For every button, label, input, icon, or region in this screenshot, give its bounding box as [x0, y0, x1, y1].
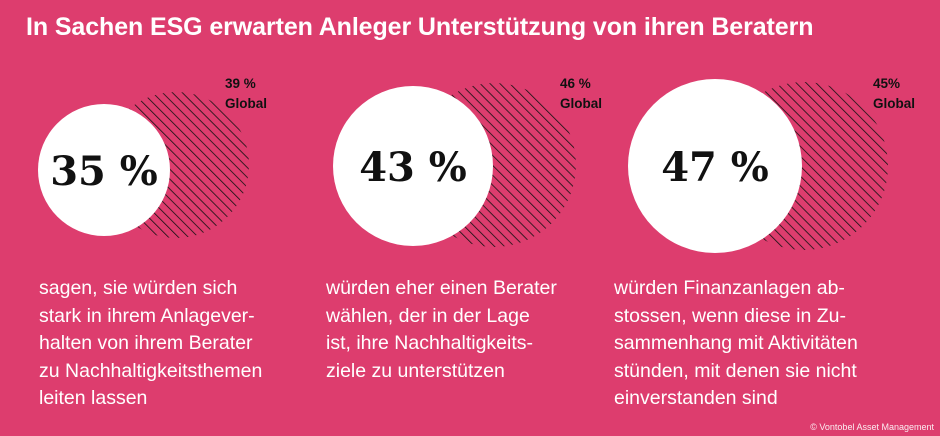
global-label-2: 46 % Global: [560, 74, 602, 114]
global-value-1: 39 %: [225, 76, 256, 91]
copyright-credit: © Vontobel Asset Management: [810, 422, 934, 432]
global-caption-2: Global: [560, 96, 603, 111]
stat-description-2: würden eher einen Berater wählen, der in…: [326, 277, 557, 382]
global-caption-1: Global: [225, 96, 268, 111]
local-white-circle-2: [333, 86, 493, 246]
global-value-3: 45%: [873, 76, 901, 91]
global-label-1: 39 % Global: [225, 74, 267, 114]
global-caption-3: Global: [873, 96, 916, 111]
local-white-circle-1: [38, 104, 170, 236]
stat-description-3: würden Finanzanlagen ab- stossen, wenn d…: [614, 277, 858, 409]
global-label-3: 45% Global: [873, 74, 915, 114]
stat-value-3: 47 %: [661, 144, 769, 191]
stat-value-1: 35 %: [50, 148, 158, 195]
infographic-title: In Sachen ESG erwarten Anleger Unterstüt…: [26, 13, 814, 41]
global-value-2: 46 %: [560, 76, 591, 91]
local-white-circle-3: [628, 79, 802, 253]
stat-description-1: sagen, sie würden sich stark in ihrem An…: [39, 277, 263, 409]
stat-value-2: 43 %: [359, 144, 467, 191]
